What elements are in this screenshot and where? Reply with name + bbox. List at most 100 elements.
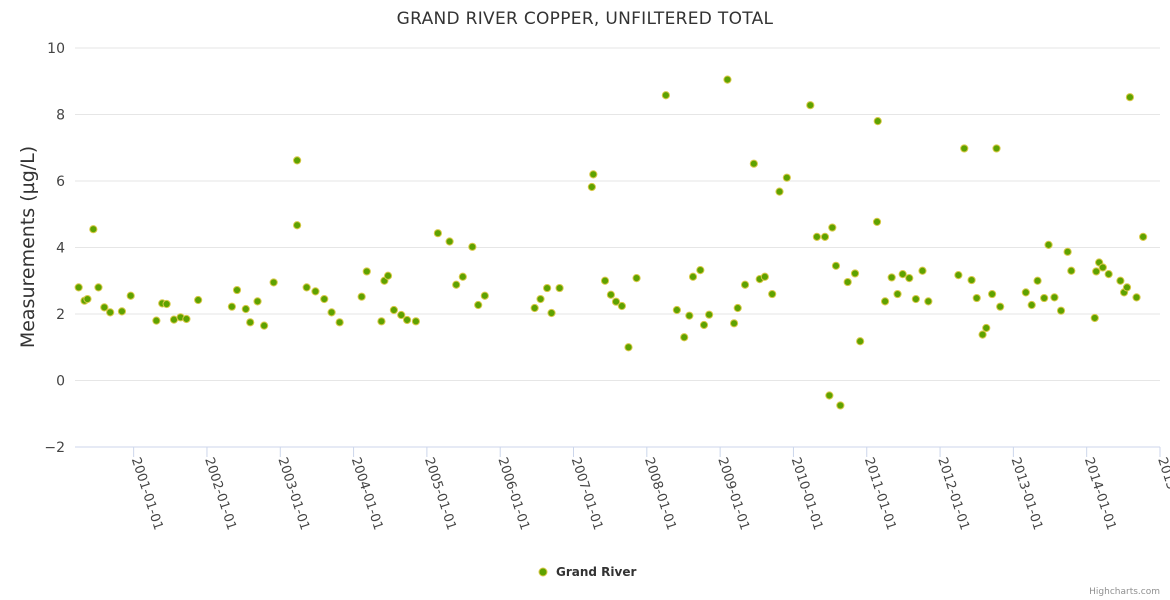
data-point[interactable] xyxy=(458,272,467,281)
data-point[interactable] xyxy=(1033,276,1042,285)
data-point[interactable] xyxy=(828,223,837,232)
data-point[interactable] xyxy=(843,277,852,287)
data-point[interactable] xyxy=(911,294,920,304)
data-point[interactable] xyxy=(782,173,791,182)
data-point[interactable] xyxy=(543,283,552,293)
data-point[interactable] xyxy=(383,271,393,280)
data-point[interactable] xyxy=(905,273,914,283)
data-point[interactable] xyxy=(1122,283,1132,292)
data-point[interactable] xyxy=(589,170,598,179)
data-point[interactable] xyxy=(680,333,689,342)
data-point[interactable] xyxy=(699,320,709,330)
data-point[interactable] xyxy=(106,308,115,317)
data-point[interactable] xyxy=(194,295,203,305)
data-point[interactable] xyxy=(696,266,705,275)
data-point[interactable] xyxy=(269,278,278,287)
data-point[interactable] xyxy=(1104,270,1113,279)
data-point[interactable] xyxy=(530,303,539,313)
data-point[interactable] xyxy=(661,91,670,100)
data-point[interactable] xyxy=(320,294,329,304)
data-point[interactable] xyxy=(587,182,596,192)
data-point[interactable] xyxy=(820,232,830,241)
data-point[interactable] xyxy=(1027,300,1036,310)
data-point[interactable] xyxy=(445,237,454,246)
data-point[interactable] xyxy=(918,266,927,275)
data-point[interactable] xyxy=(1098,263,1107,272)
data-point[interactable] xyxy=(967,275,976,285)
data-point[interactable] xyxy=(433,229,442,238)
data-point[interactable] xyxy=(89,225,98,234)
data-point[interactable] xyxy=(1125,93,1135,102)
data-point[interactable] xyxy=(872,217,882,226)
data-point[interactable] xyxy=(182,314,191,324)
data-point[interactable] xyxy=(617,301,626,311)
data-point[interactable] xyxy=(474,300,483,310)
data-point[interactable] xyxy=(1132,293,1141,302)
data-point[interactable] xyxy=(335,318,344,327)
data-point[interactable] xyxy=(162,299,171,309)
data-point[interactable] xyxy=(1116,276,1125,285)
legend-label-grand-river[interactable]: Grand River xyxy=(556,565,636,579)
data-point[interactable] xyxy=(411,317,420,326)
data-point[interactable] xyxy=(812,232,822,241)
data-point[interactable] xyxy=(873,117,882,126)
data-point[interactable] xyxy=(468,242,477,251)
data-point[interactable] xyxy=(83,294,92,304)
data-point[interactable] xyxy=(775,187,784,196)
data-point[interactable] xyxy=(887,273,896,282)
data-point[interactable] xyxy=(1090,313,1099,323)
data-point[interactable] xyxy=(729,319,739,328)
data-point[interactable] xyxy=(960,144,969,153)
data-point[interactable] xyxy=(232,285,242,295)
data-point[interactable] xyxy=(1092,267,1101,276)
data-point[interactable] xyxy=(806,101,815,110)
data-point[interactable] xyxy=(152,316,161,325)
data-point[interactable] xyxy=(996,302,1005,311)
data-point[interactable] xyxy=(992,144,1001,153)
data-point[interactable] xyxy=(685,311,694,320)
data-point[interactable] xyxy=(362,267,371,276)
data-point[interactable] xyxy=(1056,306,1066,315)
data-point[interactable] xyxy=(241,304,250,314)
data-point[interactable] xyxy=(311,287,320,296)
data-point[interactable] xyxy=(1139,232,1148,241)
data-point[interactable] xyxy=(972,293,981,303)
data-point[interactable] xyxy=(893,289,902,299)
data-point[interactable] xyxy=(632,273,641,283)
data-point[interactable] xyxy=(850,269,860,278)
data-point[interactable] xyxy=(117,307,127,316)
data-point[interactable] xyxy=(397,310,406,320)
data-point[interactable] xyxy=(536,294,545,304)
data-point[interactable] xyxy=(1040,293,1049,303)
data-point[interactable] xyxy=(402,315,412,325)
data-point[interactable] xyxy=(74,283,83,292)
data-point[interactable] xyxy=(723,75,732,84)
data-point[interactable] xyxy=(260,321,269,330)
data-point[interactable] xyxy=(357,292,366,301)
data-point[interactable] xyxy=(547,308,556,318)
data-point[interactable] xyxy=(611,297,621,306)
data-point[interactable] xyxy=(672,305,681,315)
data-point[interactable] xyxy=(740,280,750,289)
data-point[interactable] xyxy=(293,156,302,165)
data-point[interactable] xyxy=(555,283,564,293)
data-point[interactable] xyxy=(327,308,336,317)
data-point[interactable] xyxy=(749,159,758,168)
data-point[interactable] xyxy=(452,280,461,289)
data-point[interactable] xyxy=(253,297,262,306)
data-point[interactable] xyxy=(988,289,997,299)
data-point[interactable] xyxy=(733,303,742,313)
data-point[interactable] xyxy=(606,290,616,299)
data-point[interactable] xyxy=(1067,266,1076,275)
data-point[interactable] xyxy=(768,289,777,299)
data-point[interactable] xyxy=(825,391,834,400)
data-point[interactable] xyxy=(227,302,236,311)
data-point[interactable] xyxy=(924,297,933,306)
data-point[interactable] xyxy=(1021,288,1030,297)
data-point[interactable] xyxy=(688,272,698,281)
data-point[interactable] xyxy=(836,401,845,410)
data-point[interactable] xyxy=(624,343,633,352)
data-point[interactable] xyxy=(760,272,769,281)
data-point[interactable] xyxy=(831,261,841,270)
data-point[interactable] xyxy=(880,297,890,306)
